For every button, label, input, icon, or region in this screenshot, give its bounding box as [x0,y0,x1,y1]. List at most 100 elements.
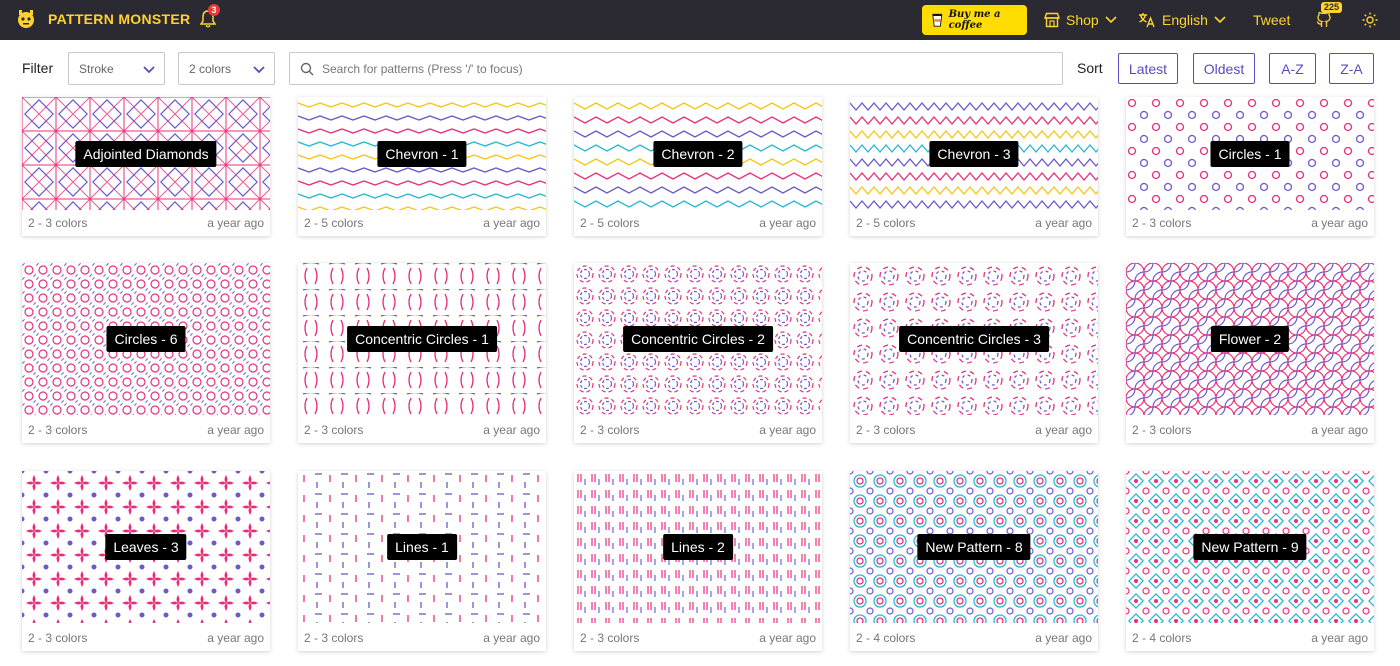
notification-badge: 3 [208,4,220,16]
shop-label: Shop [1066,12,1099,28]
language-menu[interactable]: English [1138,0,1226,40]
pattern-preview[interactable]: Flower - 2 [1126,263,1374,415]
brand-name[interactable]: PATTERN MONSTER [48,11,191,27]
pattern-preview[interactable]: Chevron - 1 [298,97,546,210]
pattern-meta: 2 - 3 colors a year ago [1132,216,1368,230]
pattern-card[interactable]: Concentric Circles - 2 2 - 3 colors a year… [574,263,822,443]
pattern-age: a year ago [207,423,264,437]
pattern-preview[interactable]: Chevron - 3 [850,97,1098,210]
pattern-age: a year ago [759,423,816,437]
navbar: PATTERN MONSTER 3 Buy me a coffee Shop E… [0,0,1400,40]
pattern-grid: Adjointed Diamonds 2 - 3 colors a year ago… [22,97,1378,666]
pattern-card[interactable]: Lines - 2 2 - 3 colors a year ago [574,471,822,651]
pattern-preview[interactable]: Concentric Circles - 1 [298,263,546,415]
filter-label: Filter [22,60,54,76]
pattern-title: Leaves - 3 [105,534,187,560]
pattern-preview[interactable]: Chevron - 2 [574,97,822,210]
tweet-link[interactable]: Tweet [1253,0,1290,40]
pattern-colors: 2 - 3 colors [580,423,640,437]
pattern-card[interactable]: Concentric Circles - 3 2 - 3 colors a year… [850,263,1098,443]
pattern-meta: 2 - 5 colors a year ago [856,216,1092,230]
pattern-age: a year ago [207,216,264,230]
sort-latest-button[interactable]: Latest [1118,53,1178,84]
pattern-colors: 2 - 4 colors [1132,631,1192,645]
pattern-card[interactable]: Lines - 1 2 - 3 colors a year ago [298,471,546,651]
pattern-age: a year ago [483,216,540,230]
pattern-card[interactable]: Leaves - 3 2 - 3 colors a year ago [22,471,270,651]
pattern-card[interactable]: New Pattern - 8 2 - 4 colors a year ago [850,471,1098,651]
sort-label: Sort [1077,60,1103,76]
store-icon [1044,12,1060,28]
pattern-title: Circles - 6 [106,326,186,352]
pattern-title: Adjointed Diamonds [75,140,217,167]
pattern-meta: 2 - 3 colors a year ago [28,216,264,230]
pattern-preview[interactable]: Lines - 2 [574,471,822,623]
pattern-meta: 2 - 3 colors a year ago [304,631,540,645]
buy-me-a-coffee-button[interactable]: Buy me a coffee [922,5,1027,35]
pattern-title: Concentric Circles - 2 [623,326,773,352]
pattern-meta: 2 - 5 colors a year ago [580,216,816,230]
pattern-preview[interactable]: Concentric Circles - 3 [850,263,1098,415]
pattern-title: Flower - 2 [1210,326,1290,352]
pattern-card[interactable]: Concentric Circles - 1 2 - 3 colors a year… [298,263,546,443]
pattern-age: a year ago [207,631,264,645]
pattern-card[interactable]: Circles - 1 2 - 3 colors a year ago [1126,97,1374,236]
language-label: English [1162,12,1208,28]
pattern-title: Concentric Circles - 3 [899,326,1049,352]
pattern-age: a year ago [1311,216,1368,230]
sort-oldest-button[interactable]: Oldest [1193,53,1255,84]
pattern-meta: 2 - 3 colors a year ago [1132,423,1368,437]
pattern-age: a year ago [759,216,816,230]
pattern-preview[interactable]: Adjointed Diamonds [22,97,270,210]
colors-select[interactable]: 2 colors [178,52,275,85]
pattern-preview[interactable]: Lines - 1 [298,471,546,623]
pattern-card[interactable]: New Pattern - 9 2 - 4 colors a year ago [1126,471,1374,651]
search-input[interactable] [322,61,1022,76]
pattern-colors: 2 - 3 colors [28,423,88,437]
pattern-title: Circles - 1 [1210,140,1290,167]
monster-icon[interactable] [16,9,36,29]
pattern-preview[interactable]: Circles - 1 [1126,97,1374,210]
pattern-age: a year ago [1035,216,1092,230]
pattern-card[interactable]: Chevron - 3 2 - 5 colors a year ago [850,97,1098,236]
pattern-title: Chevron - 2 [653,140,743,167]
sun-icon [1362,12,1378,28]
pattern-meta: 2 - 3 colors a year ago [856,423,1092,437]
pattern-title: New Pattern - 9 [1193,534,1307,560]
search-box[interactable] [289,52,1063,85]
pattern-colors: 2 - 3 colors [1132,216,1192,230]
pattern-title: Chevron - 3 [929,140,1019,167]
pattern-card[interactable]: Adjointed Diamonds 2 - 3 colors a year ago [22,97,270,236]
pattern-preview[interactable]: Concentric Circles - 2 [574,263,822,415]
pattern-card[interactable]: Chevron - 2 2 - 5 colors a year ago [574,97,822,236]
github-stars-badge: 225 [1321,2,1343,13]
pattern-age: a year ago [1311,631,1368,645]
sort-a-z-button[interactable]: A-Z [1269,53,1316,84]
pattern-title: Lines - 2 [663,534,733,560]
pattern-preview[interactable]: Leaves - 3 [22,471,270,623]
pattern-meta: 2 - 3 colors a year ago [304,423,540,437]
pattern-age: a year ago [1035,423,1092,437]
pattern-colors: 2 - 5 colors [304,216,364,230]
sort-z-a-button[interactable]: Z-A [1329,53,1374,84]
pattern-preview[interactable]: New Pattern - 8 [850,471,1098,623]
github-link[interactable] [1315,0,1333,40]
pattern-age: a year ago [483,423,540,437]
tweet-label: Tweet [1253,12,1291,28]
pattern-meta: 2 - 3 colors a year ago [28,631,264,645]
pattern-card[interactable]: Flower - 2 2 - 3 colors a year ago [1126,263,1374,443]
pattern-meta: 2 - 4 colors a year ago [1132,631,1368,645]
pattern-card[interactable]: Chevron - 1 2 - 5 colors a year ago [298,97,546,236]
pattern-preview[interactable]: New Pattern - 9 [1126,471,1374,623]
pattern-age: a year ago [483,631,540,645]
theme-toggle[interactable] [1362,0,1378,40]
chevron-down-icon [1214,16,1226,24]
pattern-preview[interactable]: Circles - 6 [22,263,270,415]
pattern-colors: 2 - 3 colors [856,423,916,437]
pattern-title: Chevron - 1 [377,140,467,167]
shop-menu[interactable]: Shop [1044,0,1117,40]
search-icon [300,62,314,75]
stroke-select[interactable]: Stroke [68,52,165,85]
pattern-colors: 2 - 3 colors [580,631,640,645]
pattern-card[interactable]: Circles - 6 2 - 3 colors a year ago [22,263,270,443]
